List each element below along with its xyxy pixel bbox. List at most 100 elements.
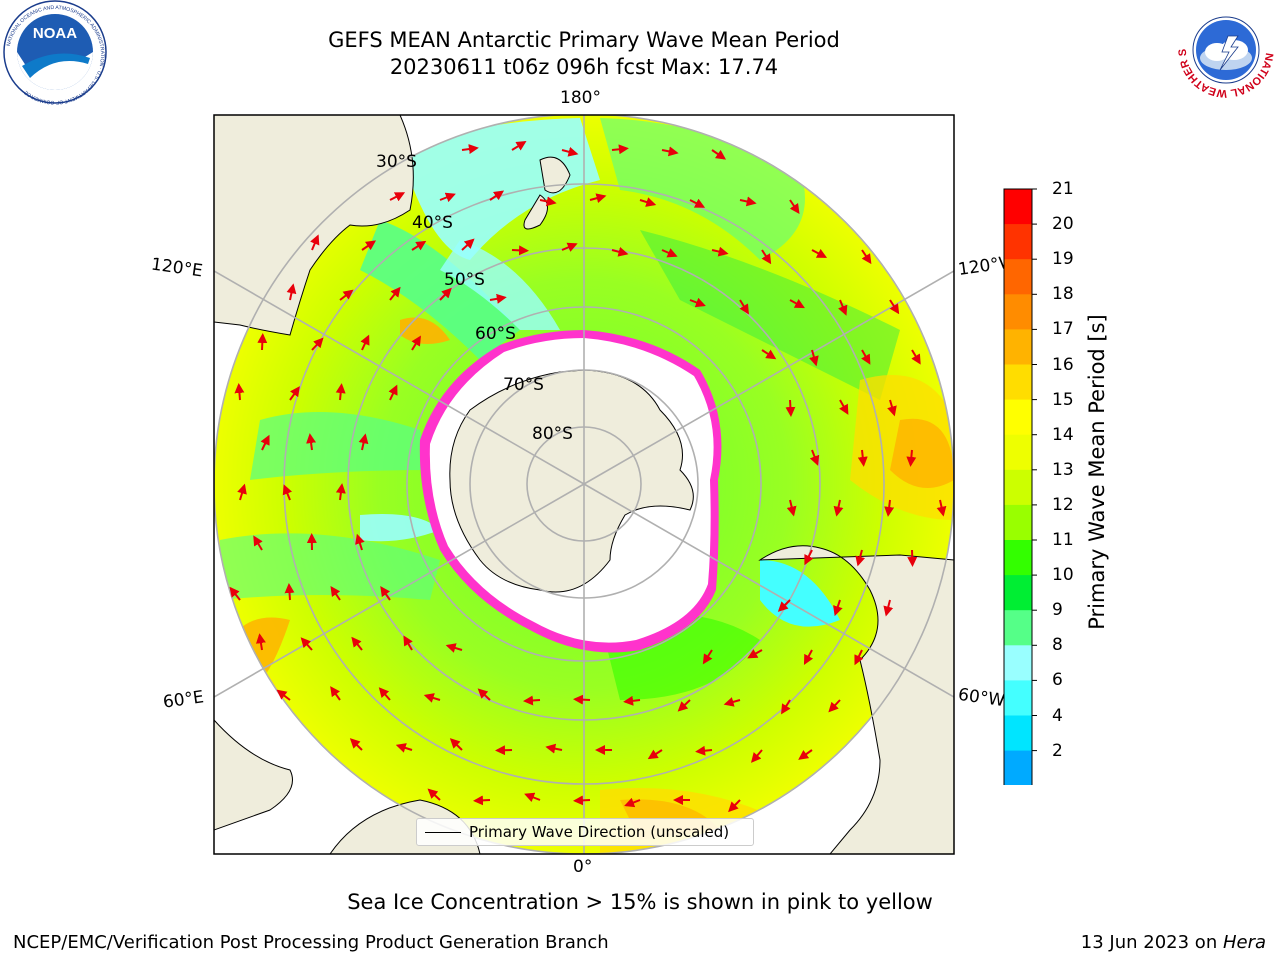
colorbar-tick-label: 21 (1052, 179, 1074, 199)
wave-direction-arrow (539, 196, 557, 207)
wave-direction-arrow (798, 749, 813, 760)
wave-direction-arrow (661, 248, 678, 258)
wave-direction-arrow (573, 694, 591, 705)
colorbar-segment (1004, 329, 1032, 365)
colorbar-segment (1004, 259, 1032, 295)
wave-direction-arrow (561, 242, 578, 252)
lat-label-70s: 70°S (503, 375, 544, 395)
wave-direction-arrow (589, 193, 607, 204)
map-subtitle: 20230611 t06z 096h fcst Max: 17.74 (389, 55, 779, 79)
antarctica (449, 369, 694, 593)
wave-direction-arrow (906, 449, 917, 467)
wave-direction-arrow (761, 249, 772, 265)
wave-direction-arrow (229, 586, 241, 601)
colorbar-tick-label: 15 (1052, 389, 1074, 410)
wave-direction-arrow (623, 695, 641, 706)
wave-direction-arrow (761, 349, 777, 360)
continents (214, 115, 954, 854)
wave-direction-arrow (449, 738, 463, 751)
wave-direction-arrow (723, 697, 741, 707)
wave-direction-arrow (855, 549, 866, 567)
colorbar-label: Primary Wave Mean Period [s] (1085, 314, 1109, 630)
colorbar-segment (1004, 540, 1032, 576)
lat-label-50s: 50°S (444, 270, 485, 290)
colorbar-segment (1004, 364, 1032, 401)
wave-direction-arrow (811, 248, 828, 258)
colorbar-segment (1004, 189, 1032, 225)
footer-credit: NCEP/EMC/Verification Post Processing Pr… (13, 932, 609, 953)
wave-direction-arrow (257, 333, 268, 351)
wave-direction-arrow (857, 449, 868, 467)
wave-direction-arrow (511, 141, 527, 151)
wave-direction-arrow (647, 749, 663, 760)
wave-direction-arrow (389, 286, 401, 301)
wave-direction-arrow (747, 649, 763, 659)
colorbar-tick-label: 9 (1052, 600, 1063, 621)
wave-direction-arrow (661, 146, 679, 157)
colorbar-outline (1003, 188, 1033, 785)
wave-direction-arrow (789, 298, 805, 309)
wave-direction-arrow (330, 585, 341, 601)
colorbar-tick-label: 18 (1052, 284, 1074, 305)
lat-label-40s: 40°S (412, 213, 453, 233)
colorbar-tick-label: 10 (1052, 565, 1074, 586)
colorbar-segment (1004, 575, 1032, 611)
wave-direction-arrow (936, 499, 947, 517)
wave-direction-arrow (339, 289, 354, 301)
colorbar-tick-label: 4 (1052, 705, 1063, 726)
colorbar-segment (1004, 469, 1032, 506)
colorbar-tick-label: 8 (1052, 635, 1063, 656)
wave-direction-arrow (330, 686, 341, 701)
wave-direction-arrow (523, 695, 541, 706)
wave-direction-arrow (300, 637, 313, 651)
wave-direction-arrow (524, 792, 541, 803)
wave-direction-arrow (751, 749, 763, 763)
noaa-logo-text: NOAA (33, 25, 77, 42)
wave-direction-arrow (253, 535, 263, 551)
colorbar-segment (1004, 680, 1032, 716)
wave-direction-arrow (445, 643, 463, 653)
colorbar-tick-label: 16 (1052, 354, 1074, 375)
wave-direction-arrow (511, 245, 529, 256)
wave-direction-arrow (310, 234, 320, 251)
colorbar-segment (1004, 610, 1032, 646)
wave-direction-arrow (311, 337, 324, 351)
wave-direction-arrow (395, 743, 413, 753)
wave-direction-arrow (427, 788, 441, 801)
wave-direction-arrow (286, 283, 297, 301)
wave-direction-arrow (477, 688, 491, 701)
colorbar-segment (1004, 715, 1032, 752)
wave-direction-arrow (689, 198, 706, 208)
map-legend: Primary Wave Direction (unscaled) (416, 818, 754, 846)
lat-label-80s: 80°S (532, 424, 573, 444)
wave-direction-arrow (561, 146, 579, 157)
colorbar-tick-label: 20 (1052, 214, 1074, 235)
wave-direction-arrow (489, 190, 505, 201)
map-title: GEFS MEAN Antarctic Primary Wave Mean Pe… (328, 28, 840, 52)
legend-line-swatch (425, 832, 461, 833)
colorbar-segment (1004, 750, 1032, 785)
wave-direction-arrow (276, 689, 291, 701)
wave-direction-arrow (889, 299, 900, 315)
colorbar-tick-label: 6 (1052, 670, 1063, 691)
wave-direction-arrow (884, 499, 895, 517)
wave-direction-arrow (828, 699, 841, 713)
lat-label-60s: 60°S (475, 324, 516, 344)
wave-direction-arrow (461, 144, 479, 155)
wave-direction-arrow (711, 246, 729, 257)
wave-direction-arrow (777, 599, 791, 612)
wave-direction-arrow (785, 399, 796, 417)
wave-direction-arrow (702, 649, 713, 665)
wave-direction-arrow (739, 196, 757, 207)
wave-direction-arrow (234, 383, 245, 401)
lon-label-0: 0° (573, 857, 593, 877)
wave-direction-arrow (358, 433, 369, 451)
wave-direction-arrow (355, 533, 365, 551)
wave-direction-arrow (360, 334, 370, 351)
wave-direction-arrow (349, 738, 363, 751)
wave-direction-arrow (786, 499, 797, 517)
wave-direction-arrow (545, 743, 563, 754)
colorbar-segment (1004, 434, 1032, 471)
wave-direction-arrow (804, 549, 814, 566)
